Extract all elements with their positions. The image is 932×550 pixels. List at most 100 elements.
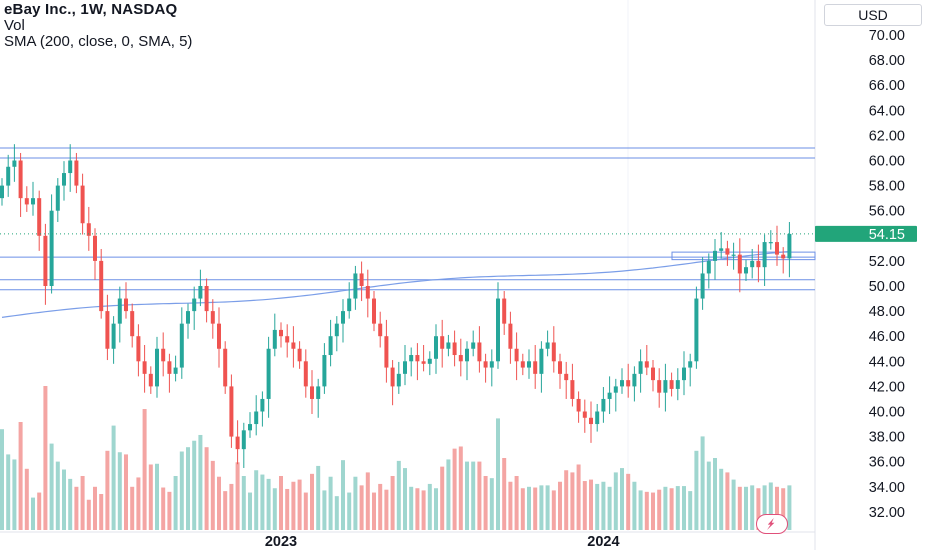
candle-body: [347, 298, 352, 312]
candle-body: [465, 348, 469, 362]
candle-body: [558, 361, 562, 374]
volume-bar: [527, 486, 531, 530]
candle-body: [576, 398, 581, 412]
candle-body: [731, 254, 736, 256]
volume-bar: [452, 448, 457, 530]
candle-body: [93, 235, 97, 261]
candle-body: [37, 198, 42, 236]
price-tick-label: 48.00: [869, 304, 905, 320]
volume-bar: [589, 479, 593, 530]
candle-body: [756, 260, 761, 268]
price-tick-label: 42.00: [869, 379, 905, 395]
candle-body: [421, 361, 426, 364]
volume-bar: [669, 488, 674, 530]
volume-bar: [595, 483, 600, 530]
candle-body: [644, 361, 649, 368]
volume-bar: [260, 474, 265, 530]
candle-body: [248, 424, 252, 431]
candle-body: [675, 380, 680, 389]
symbol-title[interactable]: eBay Inc., 1W, NASDAQ: [4, 1, 178, 18]
sma-indicator-label[interactable]: SMA (200, close, 0, SMA, 5): [4, 33, 193, 50]
volume-bar: [434, 488, 438, 530]
sma-200-line: [1, 250, 790, 318]
volume-bar: [291, 481, 296, 530]
candle-body: [105, 311, 110, 349]
volume-bar: [43, 386, 48, 530]
volume-bar: [235, 462, 240, 530]
candle-body: [613, 386, 618, 393]
volume-bar: [384, 489, 389, 530]
candle-body: [43, 235, 48, 286]
volume-bar: [161, 487, 166, 530]
candle-body: [372, 298, 376, 324]
volume-bar: [310, 473, 314, 530]
candle-body: [241, 430, 246, 450]
volume-bar: [0, 429, 4, 530]
volume-bar: [483, 476, 488, 530]
candle-body: [415, 355, 420, 362]
candle-body: [55, 185, 60, 211]
volume-bar: [700, 436, 705, 530]
volume-bar: [781, 488, 786, 530]
candle-body: [669, 380, 674, 389]
candle-body: [527, 361, 531, 368]
volume-bar: [124, 454, 128, 530]
volume-bar: [657, 489, 662, 530]
candle-body: [198, 286, 203, 299]
volume-bar: [359, 485, 364, 530]
volume-bar: [787, 485, 792, 530]
candle-body: [396, 373, 401, 387]
candle-body: [514, 348, 519, 362]
candle-body: [719, 248, 724, 251]
volume-bar: [297, 479, 302, 530]
price-zone-box: [671, 251, 816, 261]
candle-body: [781, 254, 786, 259]
candle-body: [620, 380, 624, 387]
volume-bar: [167, 491, 172, 530]
volume-bar: [558, 481, 562, 530]
candle-body: [136, 336, 141, 362]
candle-body: [483, 361, 488, 368]
candle-body: [167, 361, 172, 374]
candle-body: [706, 260, 711, 274]
candle-body: [68, 160, 73, 174]
volume-bar: [322, 490, 327, 530]
tradingview-logo-icon[interactable]: [756, 514, 788, 534]
candle-body: [142, 361, 147, 374]
volume-indicator-label[interactable]: Vol: [4, 17, 25, 34]
price-tick-label: 58.00: [869, 179, 905, 195]
volume-bar: [111, 425, 116, 530]
volume-bar: [204, 447, 209, 530]
currency-selector[interactable]: USD: [824, 4, 922, 26]
volume-bar: [272, 488, 277, 530]
volume-bar: [241, 476, 246, 530]
candle-body: [663, 380, 668, 393]
volume-bar: [620, 468, 624, 530]
volume-bar: [186, 447, 190, 530]
candle-body: [328, 336, 333, 356]
candle-body: [551, 342, 556, 362]
volume-bar: [570, 472, 575, 530]
candle-body: [570, 380, 575, 399]
volume-bar: [303, 492, 308, 530]
volume-bar: [762, 485, 767, 530]
candle-body: [651, 367, 655, 381]
chart-legend: eBay Inc., 1W, NASDAQ Vol SMA (200, clos…: [4, 2, 192, 50]
time-tick-label: 2024: [587, 534, 619, 550]
volume-bar: [365, 472, 370, 530]
candle-body: [427, 358, 432, 364]
volume-bar: [539, 485, 544, 530]
candle-body: [737, 254, 742, 274]
volume-bar: [49, 443, 54, 530]
candle-body: [130, 311, 135, 337]
volume-bar: [316, 465, 321, 530]
volume-bar: [731, 479, 736, 530]
candle-body: [359, 273, 364, 286]
candle-body: [601, 398, 606, 412]
volume-bar: [607, 486, 612, 530]
price-tick-label: 62.00: [869, 128, 905, 144]
candle-body: [279, 329, 283, 337]
volume-bar: [31, 497, 35, 530]
candle-body: [446, 342, 451, 349]
